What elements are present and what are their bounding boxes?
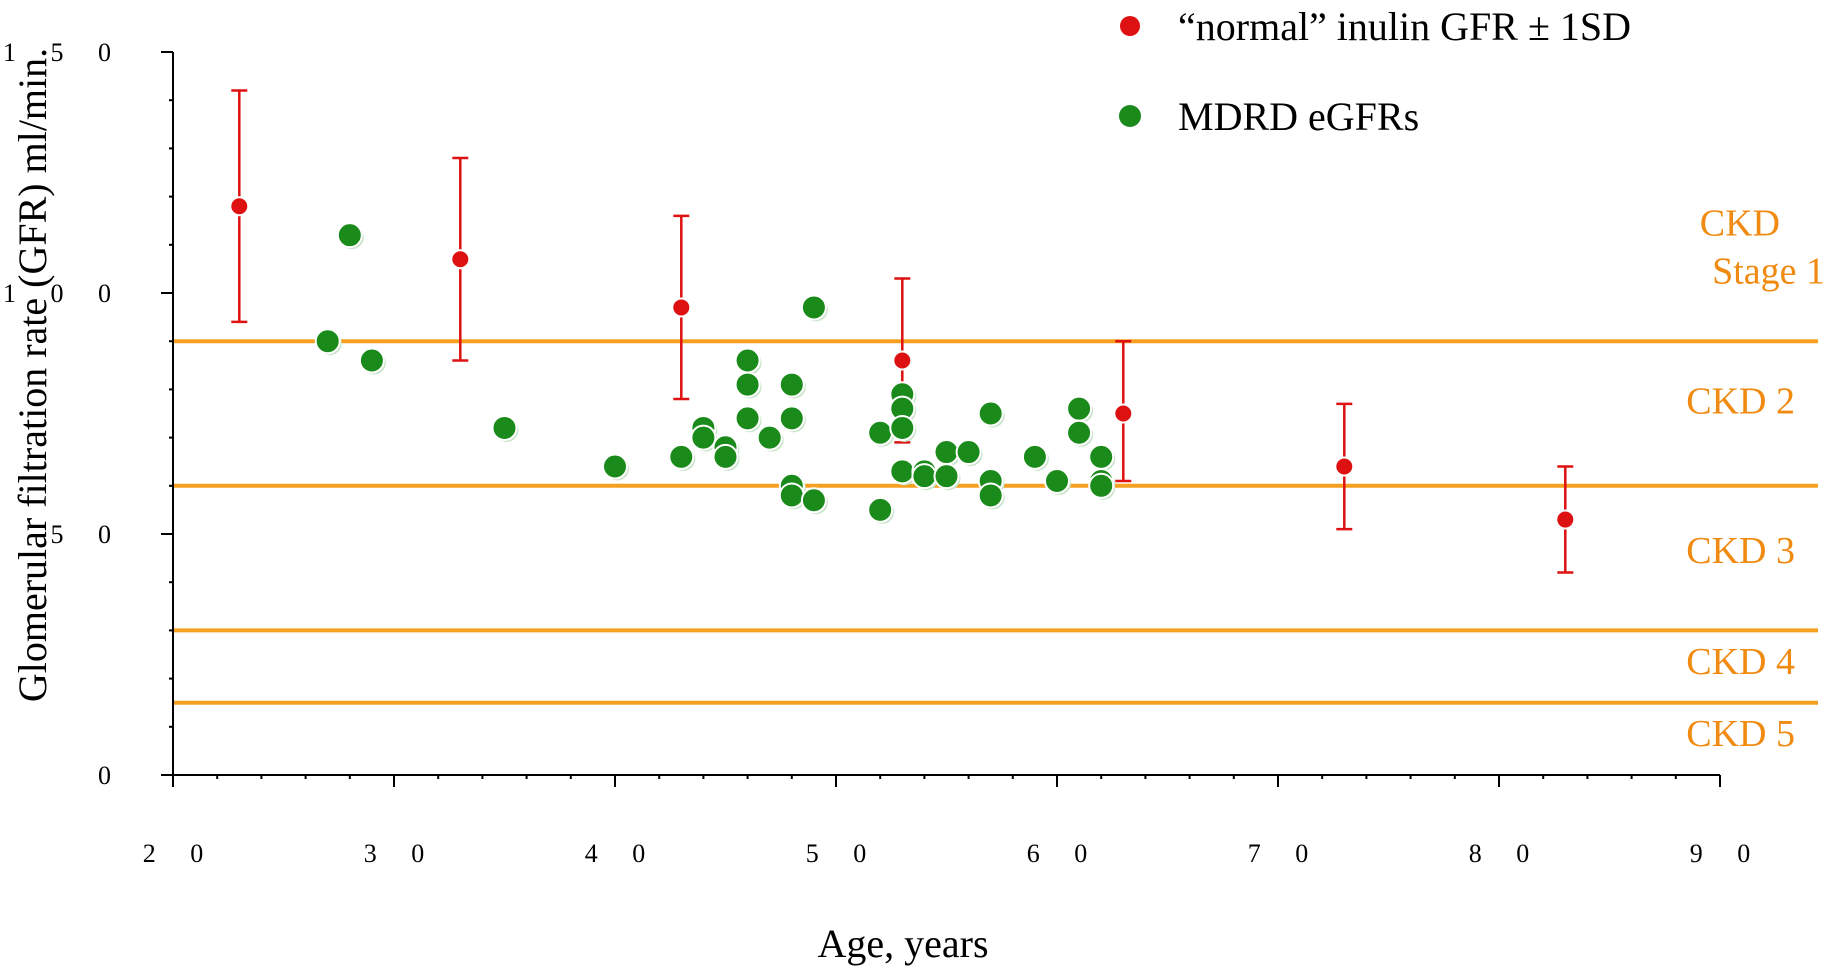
x-axis-ticks: 2 0 3 0 4 0 5 0 6 0 7 0 8 0 9 0 xyxy=(143,775,1765,868)
legend-marker xyxy=(1119,105,1141,127)
ckd-threshold-lines xyxy=(173,339,1818,705)
x-tick-label: 8 0 xyxy=(1469,839,1544,868)
x-axis-title: Age, years xyxy=(817,921,988,966)
egfr-point xyxy=(778,405,805,432)
inulin-point xyxy=(1555,509,1576,530)
egfr-point xyxy=(1066,419,1093,446)
y-tick-label: 1 5 0 xyxy=(3,38,125,67)
egfr-point xyxy=(955,439,982,466)
egfr-point xyxy=(358,347,385,374)
inulin-gfr-series xyxy=(229,89,1576,574)
egfr-point xyxy=(1088,472,1115,499)
inulin-point xyxy=(1334,456,1355,477)
inulin-point xyxy=(892,350,913,371)
axes xyxy=(172,52,1720,776)
y-axis-title: Glomerular filtration rate (GFR) ml/min. xyxy=(10,48,55,702)
ckd-stage-label: CKD 2 xyxy=(1686,381,1795,423)
ckd-stage-label-line: Stage 1 xyxy=(1712,250,1825,292)
inulin-point xyxy=(1113,403,1134,424)
inulin-point xyxy=(229,196,250,217)
y-tick-label: 5 0 xyxy=(51,520,126,549)
egfr-point xyxy=(867,419,894,446)
mdrd-egfr-series xyxy=(314,222,1116,524)
egfr-point xyxy=(734,405,761,432)
egfr-point xyxy=(800,294,827,321)
egfr-point xyxy=(889,458,916,485)
ckd-stage-label: CKD 5 xyxy=(1686,713,1795,755)
egfr-point xyxy=(336,222,363,249)
egfr-point xyxy=(712,443,739,470)
x-tick-label: 4 0 xyxy=(585,839,660,868)
inulin-point xyxy=(450,249,471,270)
egfr-point xyxy=(867,496,894,523)
egfr-point xyxy=(778,371,805,398)
egfr-point xyxy=(933,463,960,490)
x-tick-label: 9 0 xyxy=(1690,839,1765,868)
ckd-stage-label: CKD 3 xyxy=(1686,530,1795,572)
x-tick-label: 7 0 xyxy=(1248,839,1323,868)
y-tick-label: 1 0 0 xyxy=(3,279,125,308)
y-tick-label: 0 xyxy=(98,761,125,790)
x-tick-label: 2 0 xyxy=(143,839,218,868)
legend: “normal” inulin GFR ± 1SD MDRD eGFRs xyxy=(1119,4,1631,139)
egfr-point xyxy=(1066,395,1093,422)
egfr-point xyxy=(734,371,761,398)
ckd-stage-labels: CKD Stage 1 CKD 2 CKD 3 CKD 4 CKD 5 xyxy=(1686,202,1825,755)
egfr-point xyxy=(778,482,805,509)
ckd-stage-label: CKD 4 xyxy=(1686,641,1795,683)
ckd-stage-label-line: CKD xyxy=(1700,202,1780,244)
egfr-point xyxy=(690,424,717,451)
x-tick-label: 6 0 xyxy=(1027,839,1102,868)
ckd-stage-label: CKD Stage 1 xyxy=(1700,202,1825,292)
egfr-point xyxy=(756,424,783,451)
legend-label: “normal” inulin GFR ± 1SD xyxy=(1178,4,1631,49)
egfr-point xyxy=(668,443,695,470)
egfr-point xyxy=(1021,443,1048,470)
legend-marker xyxy=(1120,16,1140,36)
egfr-point xyxy=(977,400,1004,427)
egfr-point xyxy=(911,463,938,490)
egfr-point xyxy=(602,453,628,480)
egfr-point xyxy=(1088,443,1115,470)
legend-label: MDRD eGFRs xyxy=(1178,94,1419,139)
egfr-point xyxy=(800,487,827,514)
x-tick-label: 3 0 xyxy=(364,839,439,868)
egfr-point xyxy=(933,439,960,466)
egfr-point xyxy=(734,347,761,374)
y-axis-ticks: 0 5 0 1 0 0 1 5 0 xyxy=(3,38,173,790)
egfr-point xyxy=(977,482,1004,509)
egfr-point xyxy=(1044,467,1070,494)
inulin-point xyxy=(671,297,692,318)
egfr-point xyxy=(889,414,916,441)
x-tick-label: 5 0 xyxy=(806,839,881,868)
egfr-point xyxy=(314,328,341,355)
egfr-point xyxy=(491,414,518,441)
